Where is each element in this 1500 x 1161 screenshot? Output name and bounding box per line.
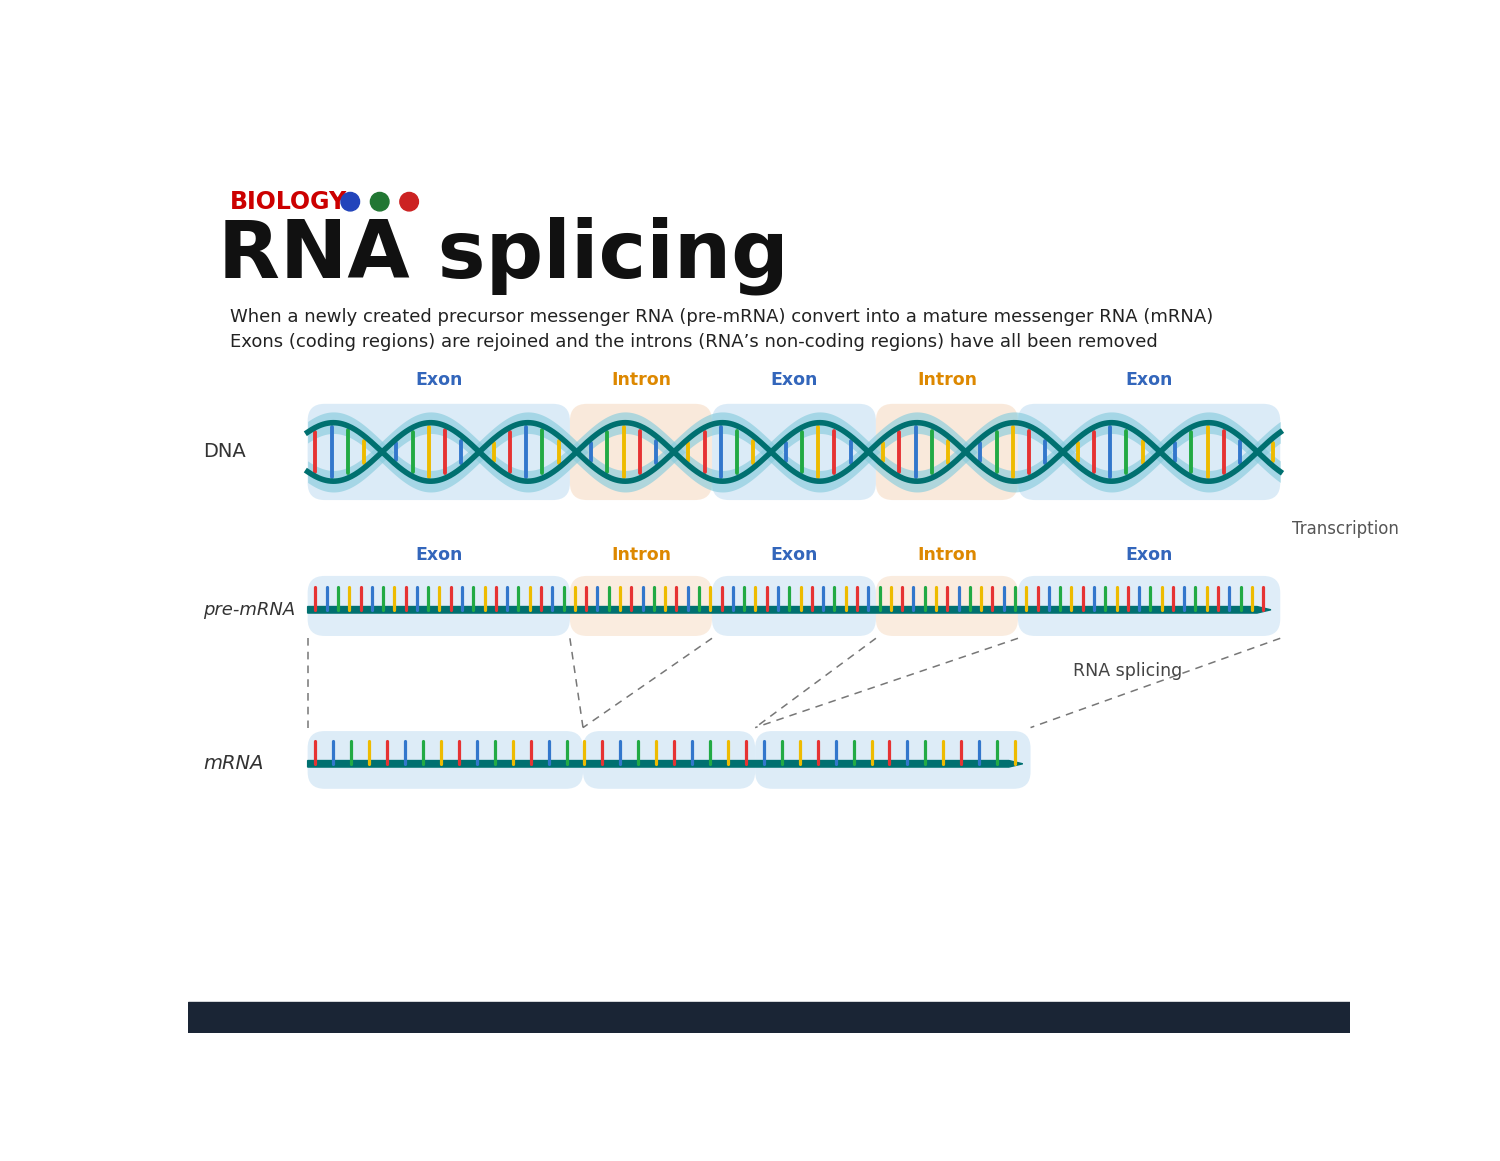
Text: RNA splicing: RNA splicing bbox=[219, 216, 789, 295]
FancyBboxPatch shape bbox=[712, 576, 876, 636]
FancyBboxPatch shape bbox=[876, 576, 1019, 636]
FancyArrow shape bbox=[308, 760, 1023, 767]
FancyArrow shape bbox=[308, 606, 1270, 613]
Text: Exons (coding regions) are rejoined and the introns (RNA’s non-coding regions) h: Exons (coding regions) are rejoined and … bbox=[230, 333, 1158, 351]
Text: Exon: Exon bbox=[1125, 546, 1173, 563]
FancyBboxPatch shape bbox=[308, 576, 570, 636]
Text: Intron: Intron bbox=[916, 546, 976, 563]
Text: Exon: Exon bbox=[416, 546, 462, 563]
Text: shutterstøck®: shutterstøck® bbox=[440, 1005, 633, 1030]
Text: Transcription: Transcription bbox=[1292, 520, 1398, 538]
FancyBboxPatch shape bbox=[1019, 576, 1280, 636]
Text: Intron: Intron bbox=[916, 370, 976, 389]
FancyBboxPatch shape bbox=[570, 404, 712, 500]
Text: Intron: Intron bbox=[610, 370, 670, 389]
FancyBboxPatch shape bbox=[584, 731, 754, 788]
Text: Exon: Exon bbox=[771, 370, 818, 389]
FancyBboxPatch shape bbox=[876, 404, 1019, 500]
Text: Exon: Exon bbox=[1125, 370, 1173, 389]
FancyBboxPatch shape bbox=[712, 404, 876, 500]
Bar bbox=[188, 1002, 1350, 1033]
FancyBboxPatch shape bbox=[1019, 404, 1280, 500]
FancyBboxPatch shape bbox=[754, 731, 1030, 788]
Circle shape bbox=[400, 193, 418, 211]
Text: BIOLOGY: BIOLOGY bbox=[230, 189, 348, 214]
Text: Exon: Exon bbox=[416, 370, 462, 389]
Text: Exon: Exon bbox=[771, 546, 818, 563]
Text: When a newly created precursor messenger RNA (pre-mRNA) convert into a mature me: When a newly created precursor messenger… bbox=[230, 308, 1214, 326]
Text: pre-mRNA: pre-mRNA bbox=[202, 600, 296, 619]
Text: DNA: DNA bbox=[202, 442, 246, 461]
FancyBboxPatch shape bbox=[308, 404, 570, 500]
Text: RNA splicing: RNA splicing bbox=[1072, 663, 1182, 680]
Text: mRNA: mRNA bbox=[202, 755, 264, 773]
FancyBboxPatch shape bbox=[570, 576, 712, 636]
Circle shape bbox=[370, 193, 388, 211]
Circle shape bbox=[340, 193, 360, 211]
Text: Intron: Intron bbox=[610, 546, 670, 563]
FancyBboxPatch shape bbox=[308, 731, 584, 788]
